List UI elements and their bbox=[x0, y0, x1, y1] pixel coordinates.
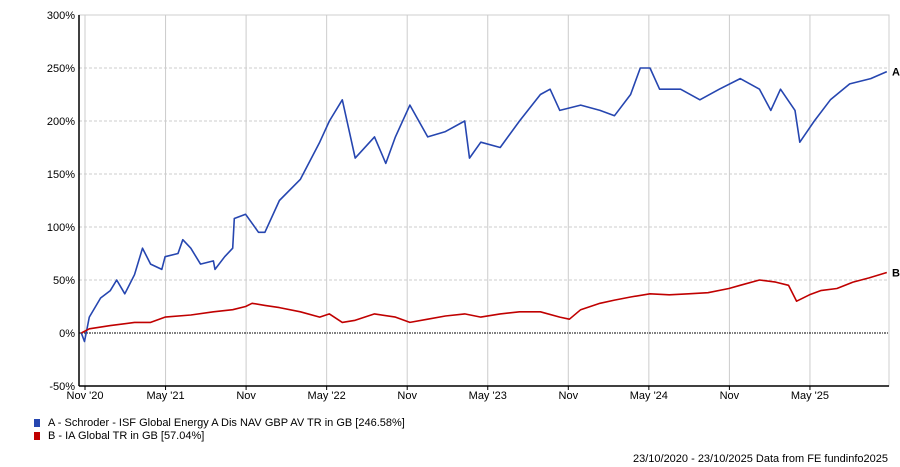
series-end-label-b: B bbox=[892, 268, 900, 280]
y-tick-label: 250% bbox=[47, 63, 75, 75]
x-tick-label: May '22 bbox=[308, 390, 346, 402]
x-tick-label: Nov bbox=[236, 390, 256, 402]
x-tick-label: May '24 bbox=[630, 390, 668, 402]
legend: A - Schroder - ISF Global Energy A Dis N… bbox=[34, 417, 405, 443]
legend-swatch-a bbox=[34, 419, 40, 427]
tick-labels: -50% 0% 50% 100% 150% 200% 250% 300% Nov '20 May … bbox=[47, 10, 900, 402]
source-footer: 23/10/2020 - 23/10/2025 Data from FE fun… bbox=[632, 453, 888, 465]
grid bbox=[78, 14, 890, 387]
x-tick-label: May '25 bbox=[791, 390, 829, 402]
y-tick-label: 100% bbox=[47, 222, 75, 234]
plot-area bbox=[78, 14, 890, 387]
legend-item-a: A - Schroder - ISF Global Energy A Dis N… bbox=[34, 417, 405, 429]
series-end-label-a: A bbox=[892, 67, 900, 79]
y-tick-label: -50% bbox=[49, 381, 75, 393]
series-line-b bbox=[80, 271, 888, 334]
x-tick-label: May '23 bbox=[469, 390, 507, 402]
y-tick-label: 50% bbox=[53, 275, 75, 287]
line-chart: -50% 0% 50% 100% 150% 200% 250% 300% Nov '20 May … bbox=[47, 10, 900, 402]
legend-label-a: A - Schroder - ISF Global Energy A Dis N… bbox=[48, 417, 405, 429]
y-tick-label: 200% bbox=[47, 116, 75, 128]
legend-label-b: B - IA Global TR in GB [57.04%] bbox=[48, 430, 205, 442]
x-tick-label: May '21 bbox=[146, 390, 184, 402]
y-tick-label: 300% bbox=[47, 10, 75, 22]
y-tick-label: 150% bbox=[47, 169, 75, 181]
y-tick-label: 0% bbox=[59, 328, 75, 340]
x-tick-label: Nov bbox=[397, 390, 417, 402]
legend-swatch-b bbox=[34, 432, 40, 440]
x-tick-label: Nov bbox=[720, 390, 740, 402]
axes bbox=[78, 15, 889, 390]
x-tick-label: Nov bbox=[559, 390, 579, 402]
series-line-a bbox=[80, 67, 888, 343]
legend-item-b: B - IA Global TR in GB [57.04%] bbox=[34, 430, 405, 442]
x-tick-label: Nov '20 bbox=[67, 390, 104, 402]
series-lines bbox=[80, 67, 888, 343]
